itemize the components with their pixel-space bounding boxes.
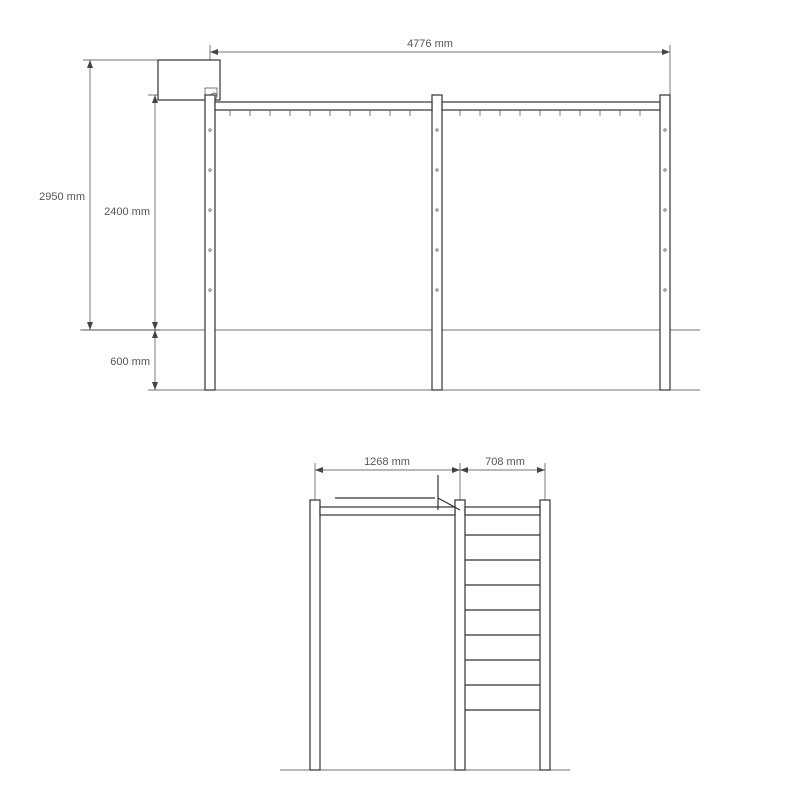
dim-total-height-label: 2950 mm — [39, 191, 85, 203]
side-post-mid — [455, 500, 465, 770]
technical-drawing: 4776 mm 2950 mm 2400 mm 600 mm — [0, 0, 800, 800]
dim-above-label: 2400 mm — [104, 206, 150, 218]
dim-width: 4776 mm — [210, 38, 670, 95]
dim-span-main-label: 1268 mm — [364, 456, 410, 468]
side-post-right — [540, 500, 550, 770]
side-backboard — [335, 475, 460, 510]
side-beam-main — [320, 507, 455, 515]
dim-width-label: 4776 mm — [407, 38, 453, 50]
front-posts — [205, 95, 670, 390]
side-ladder — [465, 535, 540, 710]
backboard-assembly — [158, 60, 220, 100]
dim-below-ground: 600 mm — [110, 330, 700, 390]
front-view: 4776 mm 2950 mm 2400 mm 600 mm — [39, 38, 700, 390]
side-beam-ladder — [465, 507, 540, 515]
side-post-left — [310, 500, 320, 770]
dim-span-ladder: 708 mm — [460, 456, 545, 500]
dim-below-label: 600 mm — [110, 356, 150, 368]
dim-above-ground: 2400 mm — [104, 95, 205, 330]
side-view: 1268 mm 708 mm — [280, 456, 570, 770]
dim-span-ladder-label: 708 mm — [485, 456, 525, 468]
